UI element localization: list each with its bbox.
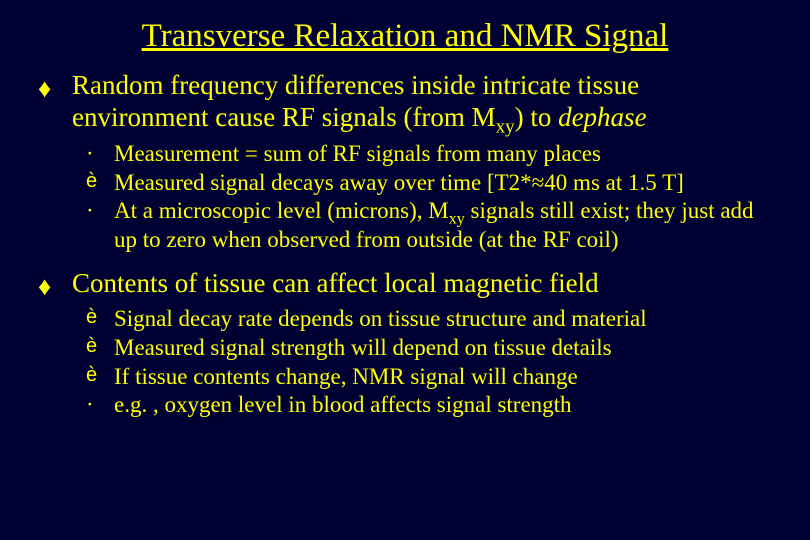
main-point-2-text: Contents of tissue can affect local magn… <box>72 268 599 298</box>
diamond-icon: ♦ <box>38 73 51 104</box>
dot-icon: · <box>86 391 94 420</box>
sub-point-2c: è If tissue contents change, NMR signal … <box>86 363 772 392</box>
arrow-icon: è <box>86 169 97 194</box>
sub-point-1a-text: Measurement = sum of RF signals from man… <box>114 141 601 166</box>
sub-point-2a: è Signal decay rate depends on tissue st… <box>86 305 772 334</box>
sub-point-1b-text: Measured signal decays away over time [T… <box>114 170 684 195</box>
diamond-icon: ♦ <box>38 271 51 302</box>
main-point-1: ♦ Random frequency differences inside in… <box>38 69 772 134</box>
sub-point-2c-text: If tissue contents change, NMR signal wi… <box>114 364 578 389</box>
main-point-2: ♦ Contents of tissue can affect local ma… <box>38 267 772 299</box>
slide-title: Transverse Relaxation and NMR Signal <box>38 18 772 55</box>
sub-point-1a: · Measurement = sum of RF signals from m… <box>86 140 772 169</box>
arrow-icon: è <box>86 334 97 359</box>
sub-list-1: · Measurement = sum of RF signals from m… <box>86 140 772 255</box>
sub-point-2a-text: Signal decay rate depends on tissue stru… <box>114 306 647 331</box>
slide-container: Transverse Relaxation and NMR Signal ♦ R… <box>0 0 810 540</box>
sub-point-1c: · At a microscopic level (microns), Mxy … <box>86 197 772 255</box>
sub-point-1b: è Measured signal decays away over time … <box>86 169 772 198</box>
sub-point-2d: · e.g. , oxygen level in blood affects s… <box>86 391 772 420</box>
arrow-icon: è <box>86 363 97 388</box>
sub-point-2b-text: Measured signal strength will depend on … <box>114 335 612 360</box>
main-point-1-text: Random frequency differences inside intr… <box>72 70 647 132</box>
sub-point-2b: è Measured signal strength will depend o… <box>86 334 772 363</box>
dot-icon: · <box>86 197 94 226</box>
sub-point-1c-text: At a microscopic level (microns), Mxy si… <box>114 198 754 252</box>
dot-icon: · <box>86 140 94 169</box>
sub-point-2d-text: e.g. , oxygen level in blood affects sig… <box>114 392 572 417</box>
arrow-icon: è <box>86 305 97 330</box>
sub-list-2: è Signal decay rate depends on tissue st… <box>86 305 772 420</box>
